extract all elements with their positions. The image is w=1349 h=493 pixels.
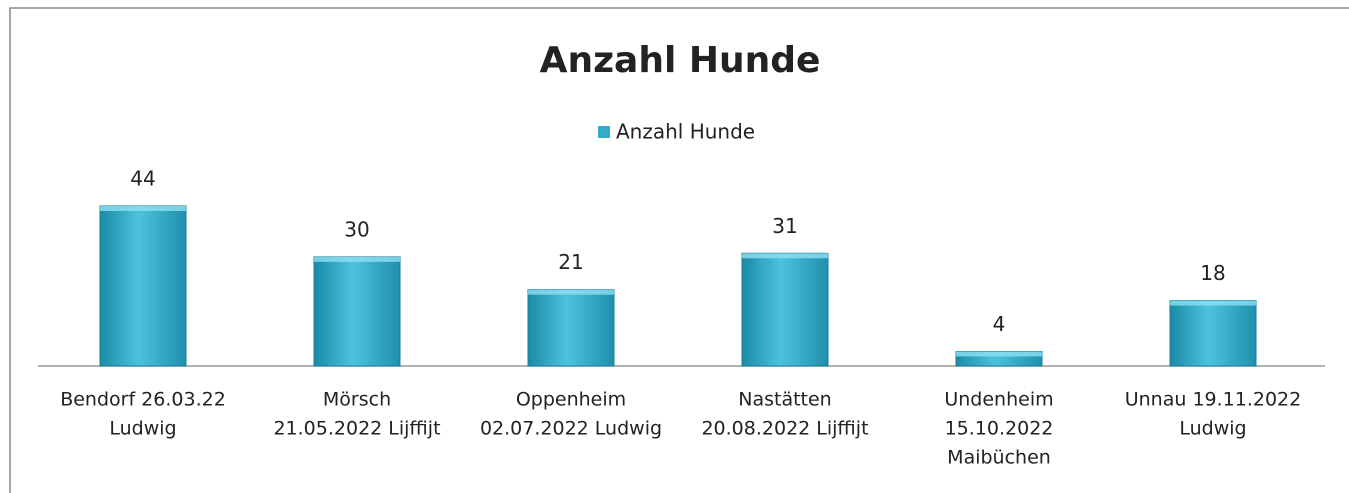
bar: [313, 256, 401, 367]
x-tick-label: Ludwig: [109, 418, 176, 440]
chart-frame: [9, 7, 1349, 493]
x-tick-label: Nastätten: [738, 389, 831, 411]
bar-cap: [100, 206, 186, 211]
bar: [99, 205, 187, 367]
value-label: 44: [130, 167, 155, 191]
bar-cap: [528, 289, 614, 295]
x-tick-label: Unnau 19.11.2022: [1125, 389, 1302, 411]
legend-label: Anzahl Hunde: [616, 120, 755, 144]
x-tick-label: 21.05.2022 Lijffijt: [273, 418, 440, 440]
x-tick-label: Ludwig: [1179, 418, 1246, 440]
x-tick-label: 02.07.2022 Ludwig: [480, 418, 662, 440]
value-label: 30: [344, 217, 369, 241]
value-label: 31: [772, 214, 797, 238]
legend-swatch: [598, 126, 610, 138]
x-tick-label: Maibüchen: [947, 447, 1051, 469]
x-tick-label: Mörsch: [323, 389, 391, 411]
value-label: 4: [993, 312, 1006, 336]
bar: [741, 252, 829, 367]
bar: [527, 289, 615, 367]
x-tick-label: Undenheim: [944, 389, 1053, 411]
chart-title: Anzahl Hunde: [540, 40, 821, 81]
bar: [1169, 300, 1257, 367]
x-tick-label: Oppenheim: [516, 389, 626, 411]
bar-cap: [314, 256, 400, 262]
x-tick-label: 20.08.2022 Lijffijt: [701, 418, 868, 440]
bar-cap: [1170, 300, 1256, 306]
bar-cap: [956, 351, 1042, 357]
value-label: 18: [1200, 261, 1225, 285]
x-tick-label: Bendorf 26.03.22: [60, 389, 226, 411]
value-label: 21: [558, 250, 583, 274]
x-tick-label: 15.10.2022: [945, 418, 1054, 440]
bar-cap: [742, 253, 828, 259]
